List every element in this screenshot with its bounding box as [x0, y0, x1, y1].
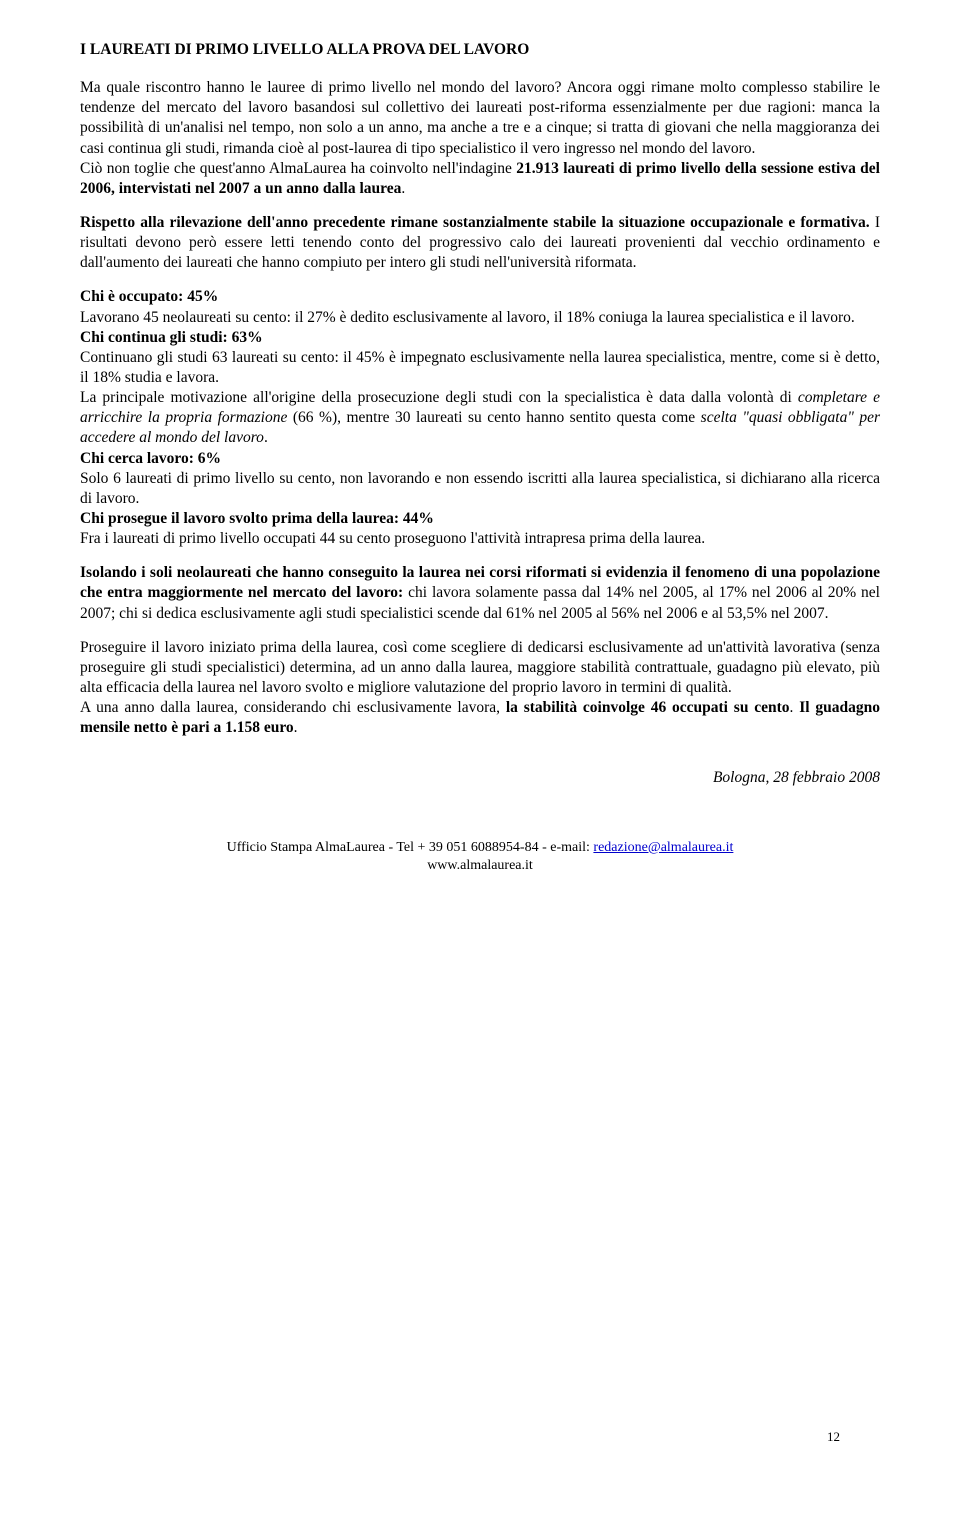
cerca-head: Chi cerca lavoro: 6%	[80, 449, 880, 469]
footer: Ufficio Stampa AlmaLaurea - Tel + 39 051…	[80, 839, 880, 875]
intro-text-1: Ma quale riscontro hanno le lauree di pr…	[80, 79, 880, 156]
continua-2c: .	[264, 429, 268, 446]
continua-2a: La principale motivazione all'origine de…	[80, 389, 798, 406]
page-number: 12	[827, 1429, 840, 1446]
footer-line1: Ufficio Stampa AlmaLaurea - Tel + 39 051…	[227, 840, 594, 855]
continua-2b: (66 %), mentre 30 laureati su cento hann…	[287, 409, 700, 426]
occupato-head: Chi è occupato: 45%	[80, 287, 880, 307]
continua-head: Chi continua gli studi: 63%	[80, 328, 880, 348]
occupato-body: Lavorano 45 neolaureati su cento: il 27%…	[80, 308, 880, 328]
proseguire-bold1: la stabilità coinvolge 46 occupati su ce…	[506, 699, 790, 716]
proseguire-2e: .	[294, 719, 298, 736]
signature-date: Bologna, 28 febbraio 2008	[80, 768, 880, 788]
intro-text-2a: Ciò non toglie che quest'anno AlmaLaurea…	[80, 160, 516, 177]
rilevazione-bold: Rispetto alla rilevazione dell'anno prec…	[80, 214, 870, 231]
rilevazione-paragraph: Rispetto alla rilevazione dell'anno prec…	[80, 213, 880, 273]
prosegue-head: Chi prosegue il lavoro svolto prima dell…	[80, 509, 880, 529]
footer-url: www.almalaurea.it	[427, 858, 533, 873]
continua-body1: Continuano gli studi 63 laureati su cent…	[80, 348, 880, 388]
continua-body2: La principale motivazione all'origine de…	[80, 388, 880, 448]
footer-email-link[interactable]: redazione@almalaurea.it	[593, 840, 733, 855]
isolando-paragraph: Isolando i soli neolaureati che hanno co…	[80, 563, 880, 623]
proseguire-p1: Proseguire il lavoro iniziato prima dell…	[80, 638, 880, 698]
page-title: I LAUREATI DI PRIMO LIVELLO ALLA PROVA D…	[80, 40, 880, 60]
cerca-body: Solo 6 laureati di primo livello su cent…	[80, 469, 880, 509]
intro-text-2c: .	[401, 180, 405, 197]
proseguire-2a: A una anno dalla laurea, considerando ch…	[80, 699, 506, 716]
prosegue-body: Fra i laureati di primo livello occupati…	[80, 529, 880, 549]
intro-paragraph: Ma quale riscontro hanno le lauree di pr…	[80, 78, 880, 199]
proseguire-2c: .	[790, 699, 800, 716]
proseguire-p2: A una anno dalla laurea, considerando ch…	[80, 698, 880, 738]
